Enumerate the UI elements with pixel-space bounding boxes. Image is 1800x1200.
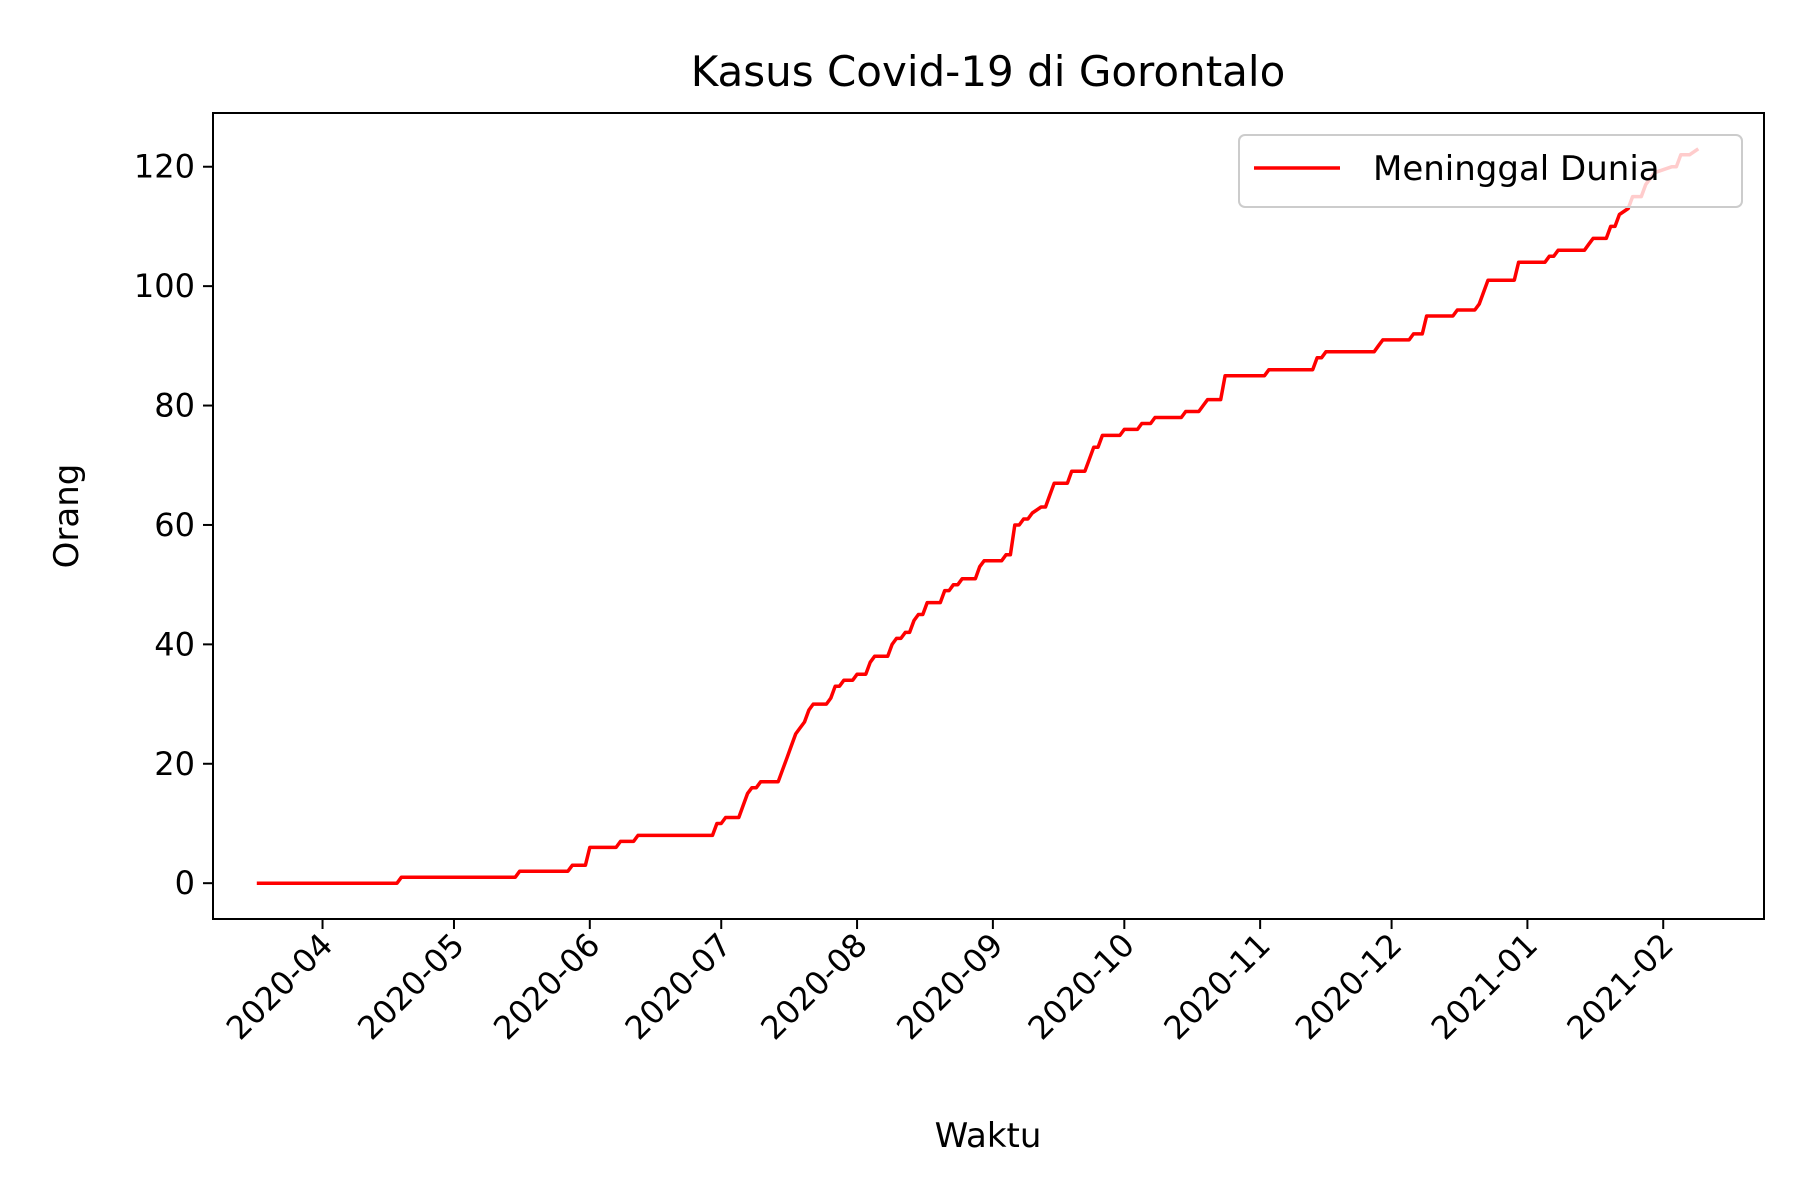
y-axis-label: Orang [47,464,87,569]
plot-area-frame [212,112,1765,920]
y-tick-label: 20 [154,745,195,783]
y-axis: 0 20 40 60 80 100 120 [134,148,213,902]
legend-box [1238,134,1743,208]
series-line-meninggal-dunia [256,147,1700,885]
y-tick-label: 100 [134,267,195,305]
y-tick-label: 80 [154,387,195,425]
legend: Meninggal Dunia [1238,134,1743,208]
legend-label-meninggal-dunia: Meninggal Dunia [1373,149,1660,189]
y-tick-label: 60 [154,506,195,544]
chart-title: Kasus Covid-19 di Gorontalo [691,47,1286,96]
y-tick-label: 0 [175,864,195,902]
y-tick-label: 40 [154,625,195,663]
x-axis-label: Waktu [935,1116,1042,1156]
y-tick-label: 120 [134,148,195,186]
